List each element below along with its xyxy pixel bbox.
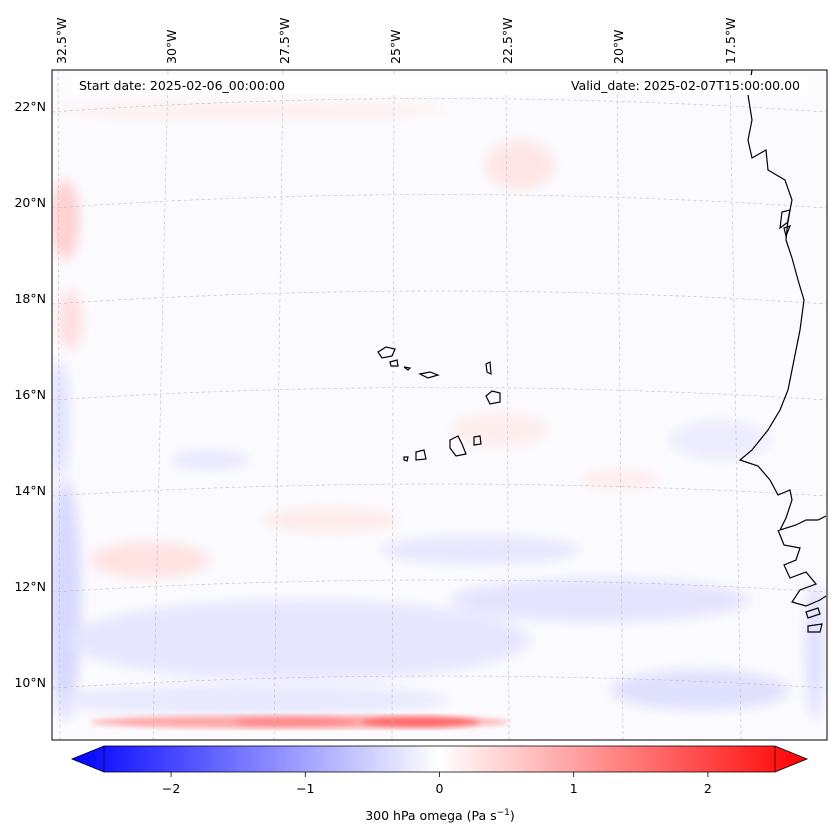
omega-map-figure: Start date: 2025-02-06_00:00:00 Valid_da… [0,0,837,839]
lon-label: 17.5°W [723,18,738,64]
colorbar-body [72,746,807,772]
lon-label: 25°W [388,29,403,64]
colorbar-tick-label: 1 [570,781,578,796]
start-date-label: Start date: 2025-02-06_00:00:00 [79,78,285,93]
colorbar-tick-label: −1 [296,781,314,796]
lon-label: 20°W [611,29,626,64]
colorbar: −2 −1 0 1 2 300 hPa omega (Pa s−1) [72,746,807,823]
lat-labels: 22°N 20°N 18°N 16°N 14°N 12°N 10°N [14,99,46,690]
lon-label: 22.5°W [500,18,515,64]
lon-label: 32.5°W [54,18,69,64]
colorbar-label: 300 hPa omega (Pa s−1) [365,808,515,823]
lon-label: 27.5°W [277,18,292,64]
lat-label: 14°N [14,483,46,498]
colorbar-tick-label: −2 [162,781,180,796]
valid-date-label: Valid_date: 2025-02-07T15:00:00.00 [571,78,800,93]
lat-label: 22°N [14,99,46,114]
lat-label: 20°N [14,195,46,210]
colorbar-tick-label: 0 [436,781,444,796]
colorbar-ticks: −2 −1 0 1 2 [162,772,712,796]
lon-labels: 32.5°W 30°W 27.5°W 25°W 22.5°W 20°W 17.5… [54,18,738,64]
colorbar-tick-label: 2 [704,781,712,796]
lat-label: 10°N [14,675,46,690]
map-plot-area [49,70,827,740]
lat-label: 16°N [14,387,46,402]
lat-label: 12°N [14,579,46,594]
lat-label: 18°N [14,291,46,306]
lon-label: 30°W [164,29,179,64]
